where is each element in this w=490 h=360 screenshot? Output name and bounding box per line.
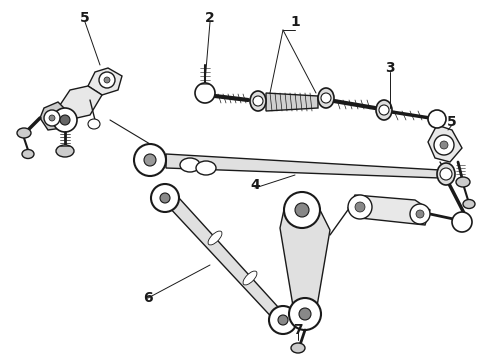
Circle shape <box>289 298 321 330</box>
Ellipse shape <box>291 343 305 353</box>
Circle shape <box>410 204 430 224</box>
Ellipse shape <box>22 149 34 158</box>
Polygon shape <box>166 154 440 178</box>
Circle shape <box>434 135 454 155</box>
Ellipse shape <box>196 161 216 175</box>
Circle shape <box>428 110 446 128</box>
Ellipse shape <box>208 231 222 245</box>
Polygon shape <box>428 125 462 162</box>
Circle shape <box>134 144 166 176</box>
Circle shape <box>195 83 215 103</box>
Circle shape <box>348 195 372 219</box>
Circle shape <box>440 168 452 180</box>
Ellipse shape <box>180 158 200 172</box>
Circle shape <box>160 193 170 203</box>
Ellipse shape <box>437 163 455 185</box>
Text: 6: 6 <box>143 291 153 305</box>
Circle shape <box>440 141 448 149</box>
Text: 2: 2 <box>205 11 215 25</box>
Polygon shape <box>40 102 68 130</box>
Circle shape <box>99 72 115 88</box>
Circle shape <box>299 308 311 320</box>
Circle shape <box>295 203 309 217</box>
Ellipse shape <box>463 199 475 208</box>
Ellipse shape <box>318 88 334 108</box>
Circle shape <box>44 110 60 126</box>
Polygon shape <box>280 205 330 318</box>
Circle shape <box>416 210 424 218</box>
Circle shape <box>269 306 297 334</box>
Ellipse shape <box>17 128 31 138</box>
Ellipse shape <box>56 145 74 157</box>
Circle shape <box>284 192 320 228</box>
Circle shape <box>379 105 389 115</box>
Circle shape <box>253 96 263 106</box>
Circle shape <box>151 184 179 212</box>
Circle shape <box>60 115 70 125</box>
Polygon shape <box>168 198 288 324</box>
Circle shape <box>278 315 288 325</box>
Text: 4: 4 <box>250 178 260 192</box>
Text: 5: 5 <box>447 115 457 129</box>
Ellipse shape <box>243 271 257 285</box>
Circle shape <box>452 212 472 232</box>
Ellipse shape <box>88 119 100 129</box>
Polygon shape <box>88 68 122 95</box>
Text: 7: 7 <box>293 323 303 337</box>
Text: 3: 3 <box>385 61 395 75</box>
Text: 5: 5 <box>80 11 90 25</box>
Circle shape <box>53 108 77 132</box>
Polygon shape <box>348 195 430 225</box>
Ellipse shape <box>376 100 392 120</box>
Circle shape <box>49 115 55 121</box>
Circle shape <box>144 154 156 166</box>
Circle shape <box>104 77 110 83</box>
Text: 1: 1 <box>290 15 300 29</box>
Polygon shape <box>58 86 102 120</box>
Circle shape <box>321 93 331 103</box>
Ellipse shape <box>456 177 470 187</box>
Circle shape <box>355 202 365 212</box>
Ellipse shape <box>250 91 266 111</box>
Polygon shape <box>266 93 318 111</box>
